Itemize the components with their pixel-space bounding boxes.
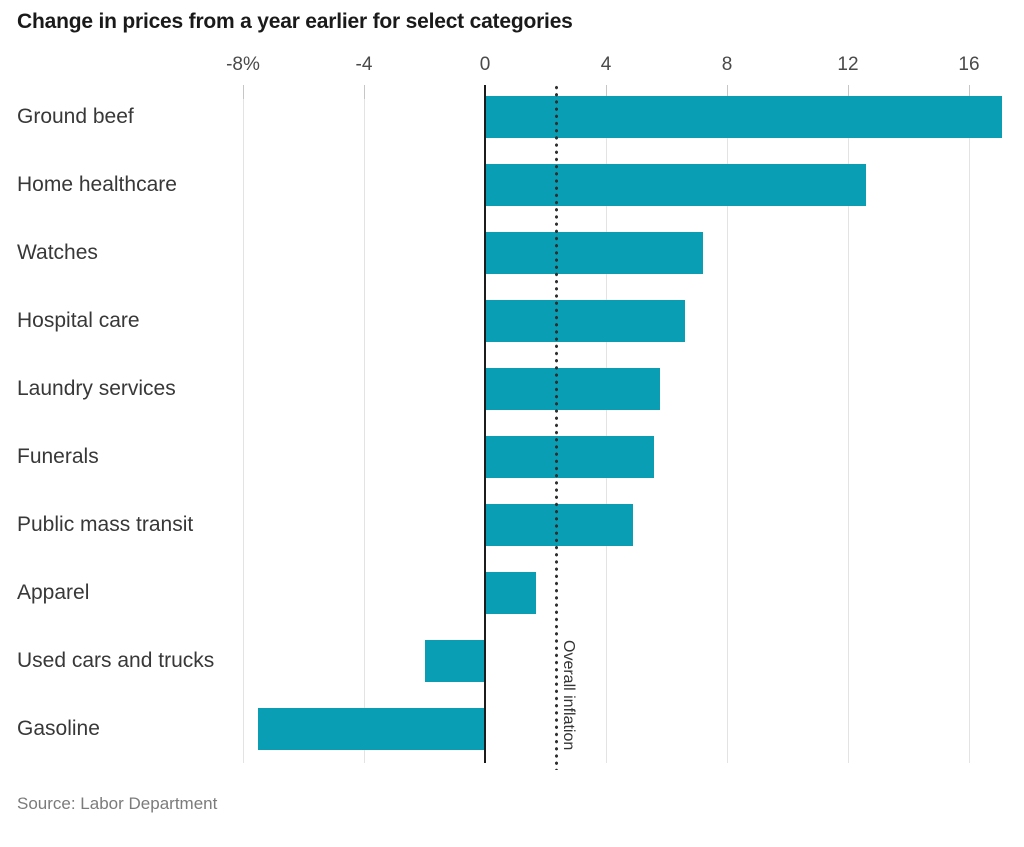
axis-tick bbox=[605, 85, 607, 99]
axis-tick-label: 16 bbox=[958, 54, 980, 75]
source-note: Source: Labor Department bbox=[17, 794, 218, 813]
gridline bbox=[242, 85, 244, 763]
bar-funerals bbox=[485, 436, 655, 478]
axis-tick-label: 0 bbox=[479, 54, 491, 75]
category-label: Watches bbox=[17, 241, 98, 264]
axis-tick-label: 8 bbox=[721, 54, 733, 75]
category-label: Funerals bbox=[17, 445, 99, 468]
gridline bbox=[363, 85, 365, 763]
category-label: Laundry services bbox=[17, 377, 176, 400]
axis-tick-label: -8% bbox=[226, 54, 260, 75]
bar-public-mass-transit bbox=[485, 504, 634, 546]
category-label: Apparel bbox=[17, 581, 90, 604]
axis-tick bbox=[847, 85, 849, 99]
bar-ground-beef bbox=[485, 96, 1003, 138]
category-label: Hospital care bbox=[17, 309, 140, 332]
overall-inflation-reference-line bbox=[555, 84, 558, 770]
bar-used-cars-and-trucks bbox=[424, 640, 485, 682]
category-label: Gasoline bbox=[17, 717, 100, 740]
axis-tick-label: -4 bbox=[355, 54, 373, 75]
axis-tick-label: 12 bbox=[837, 54, 859, 75]
bar-apparel bbox=[485, 572, 537, 614]
axis-tick bbox=[242, 85, 244, 99]
bar-home-healthcare bbox=[485, 164, 867, 206]
axis-tick-label: 4 bbox=[600, 54, 612, 75]
axis-tick bbox=[363, 85, 365, 99]
axis-tick bbox=[968, 85, 970, 99]
gridline bbox=[605, 85, 607, 763]
gridline bbox=[847, 85, 849, 763]
bar-gasoline bbox=[258, 708, 485, 750]
bar-watches bbox=[485, 232, 703, 274]
zero-axis-line bbox=[484, 85, 486, 763]
bar-hospital-care bbox=[485, 300, 685, 342]
chart-title: Change in prices from a year earlier for… bbox=[17, 10, 573, 33]
category-label: Public mass transit bbox=[17, 513, 194, 536]
axis-tick bbox=[726, 85, 728, 99]
gridline bbox=[726, 85, 728, 763]
category-label: Home healthcare bbox=[17, 173, 177, 196]
bar-laundry-services bbox=[485, 368, 661, 410]
category-label: Ground beef bbox=[17, 105, 134, 128]
overall-inflation-label: Overall inflation bbox=[560, 640, 577, 751]
gridline bbox=[968, 85, 970, 763]
category-label: Used cars and trucks bbox=[17, 649, 215, 672]
